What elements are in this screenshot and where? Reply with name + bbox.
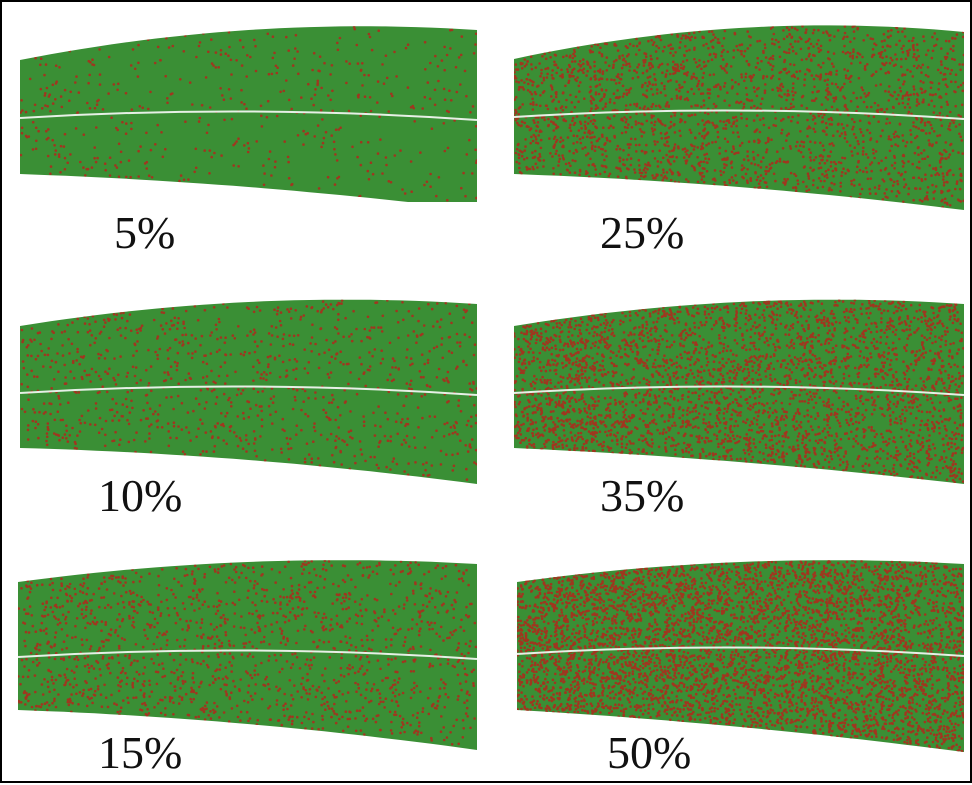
severity-panel-50: 50%: [492, 522, 972, 785]
leaf-image-15: [2, 542, 492, 757]
severity-panel-35: 35%: [492, 267, 972, 522]
leaf-image-35: [492, 282, 972, 487]
severity-label-35: 35%: [600, 473, 684, 519]
severity-panel-5: 5%: [2, 2, 492, 267]
severity-label-5: 5%: [114, 210, 175, 256]
leaf-image-5: [2, 2, 492, 202]
leaf-image-10: [2, 282, 492, 487]
leaf-body: [514, 25, 964, 210]
leaf-image-50: [492, 542, 972, 757]
severity-label-15: 15%: [98, 730, 182, 776]
severity-panel-25: 25%: [492, 2, 972, 267]
severity-panel-15: 15%: [2, 522, 492, 785]
severity-label-25: 25%: [600, 210, 684, 256]
leaf-image-25: [492, 2, 972, 212]
severity-label-50: 50%: [607, 730, 691, 776]
leaf-body: [517, 560, 964, 752]
severity-label-10: 10%: [98, 473, 182, 519]
severity-panel-10: 10%: [2, 267, 492, 522]
